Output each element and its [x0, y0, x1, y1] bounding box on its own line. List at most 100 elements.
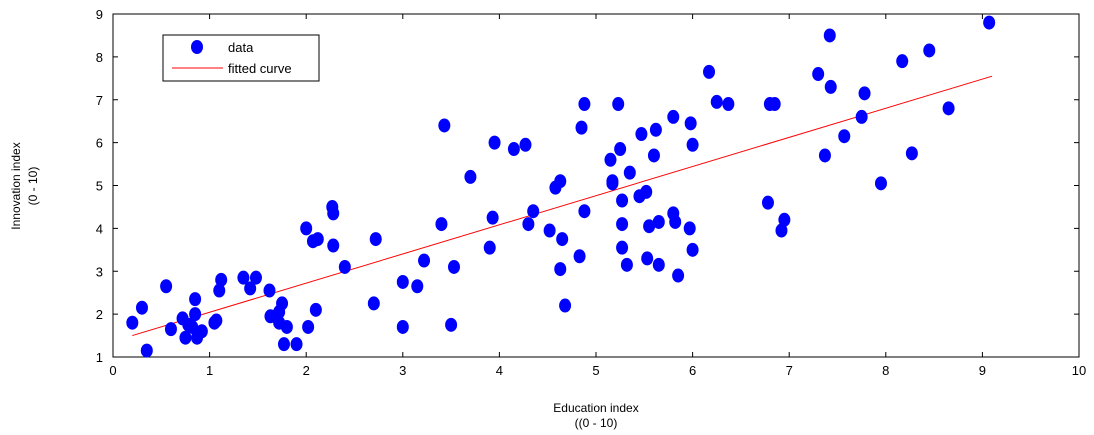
legend-data-label: data — [228, 40, 254, 55]
data-point — [464, 169, 477, 184]
data-point — [522, 217, 535, 232]
data-point — [140, 343, 153, 358]
data-point — [483, 240, 496, 255]
data-point — [237, 270, 250, 285]
y-axis-title: Innovation index — [9, 142, 23, 229]
data-point — [396, 274, 409, 289]
x-tick-label: 0 — [109, 363, 116, 378]
data-point — [276, 296, 289, 311]
data-point — [616, 217, 629, 232]
data-point — [215, 272, 228, 287]
data-point — [761, 195, 774, 210]
data-point — [554, 262, 567, 277]
data-point — [135, 300, 148, 315]
data-point — [647, 148, 660, 163]
data-point — [620, 257, 633, 272]
data-point — [684, 116, 697, 131]
data-point — [435, 217, 448, 232]
data-point — [189, 307, 202, 322]
data-point — [905, 146, 918, 161]
x-tick-label: 5 — [592, 363, 599, 378]
data-point — [244, 281, 257, 296]
y-axis: 1 2 3 4 5 6 7 8 9 — [96, 7, 1079, 365]
data-point — [179, 330, 192, 345]
data-point — [189, 292, 202, 307]
data-point — [778, 212, 791, 227]
data-point — [923, 43, 936, 58]
y-tick-label: 7 — [96, 93, 103, 108]
data-point — [164, 322, 177, 337]
legend: data fitted curve — [162, 34, 320, 82]
data-point — [507, 142, 520, 157]
data-point — [614, 142, 627, 157]
data-point — [556, 232, 569, 247]
legend-box — [162, 34, 320, 82]
data-point — [249, 270, 262, 285]
x-axis: 0 1 2 3 4 5 6 7 8 9 10 — [109, 14, 1086, 378]
x-tick-label: 7 — [786, 363, 793, 378]
data-point — [812, 67, 825, 82]
x-tick-label: 10 — [1072, 363, 1086, 378]
y-tick-label: 3 — [96, 264, 103, 279]
data-point — [543, 223, 556, 238]
data-point — [855, 109, 868, 124]
data-point — [554, 174, 567, 189]
data-point — [367, 296, 380, 311]
data-point — [277, 337, 290, 352]
data-point — [578, 97, 591, 112]
data-point — [703, 64, 716, 79]
x-tick-label: 3 — [399, 363, 406, 378]
data-point — [612, 97, 625, 112]
data-point — [300, 221, 313, 236]
data-point — [672, 268, 685, 283]
data-point — [640, 184, 653, 199]
data-point — [280, 319, 293, 334]
data-point — [418, 253, 431, 268]
data-point — [302, 319, 315, 334]
data-point — [263, 283, 276, 298]
data-point — [874, 176, 887, 191]
data-point — [635, 127, 648, 142]
y-tick-label: 1 — [96, 350, 103, 365]
data-point — [396, 319, 409, 334]
data-point — [652, 257, 665, 272]
data-point — [722, 97, 735, 112]
data-point — [290, 337, 303, 352]
data-point — [775, 223, 788, 238]
data-point — [488, 135, 501, 150]
data-point — [896, 54, 909, 69]
data-point — [823, 28, 836, 43]
data-point — [411, 279, 424, 294]
data-point — [210, 313, 223, 328]
data-point — [438, 118, 451, 133]
x-tick-label: 6 — [689, 363, 696, 378]
data-point — [327, 238, 340, 253]
data-point — [669, 214, 682, 229]
data-points-layer — [126, 15, 996, 358]
data-point — [559, 298, 572, 313]
data-point — [686, 242, 699, 257]
y-tick-label: 4 — [96, 221, 103, 236]
y-tick-label: 5 — [96, 179, 103, 194]
data-point — [983, 15, 996, 30]
data-point — [575, 120, 588, 135]
data-point — [616, 240, 629, 255]
data-point — [710, 94, 723, 109]
y-tick-label: 6 — [96, 136, 103, 151]
x-tick-label: 4 — [496, 363, 503, 378]
data-point — [686, 137, 699, 152]
y-tick-label: 8 — [96, 50, 103, 65]
data-point — [527, 204, 540, 219]
x-tick-label: 9 — [979, 363, 986, 378]
data-point — [578, 204, 591, 219]
legend-fit-label: fitted curve — [228, 61, 292, 76]
data-point — [942, 101, 955, 116]
data-point — [160, 279, 173, 294]
data-point — [338, 259, 351, 274]
data-point — [616, 193, 629, 208]
data-point — [604, 152, 617, 167]
data-point — [311, 232, 324, 247]
data-point — [573, 249, 586, 264]
fitted-curve-line — [132, 75, 993, 337]
data-point — [623, 165, 636, 180]
